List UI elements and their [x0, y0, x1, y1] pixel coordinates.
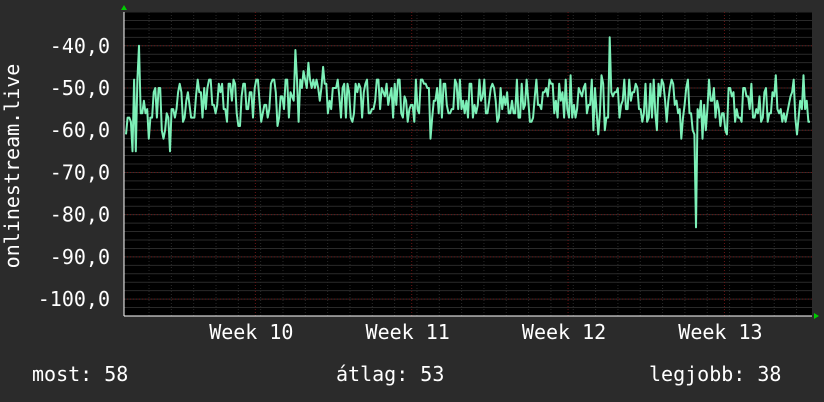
x-axis-arrow-icon	[814, 313, 819, 319]
stat-average: átlag: 53	[336, 362, 445, 386]
y-tick-label: -100,0	[38, 287, 110, 311]
series-line	[125, 36, 810, 229]
x-tick-label: Week 10	[209, 320, 293, 344]
axes	[121, 5, 819, 319]
y-tick-label: -70,0	[50, 160, 110, 184]
y-tick-label: -50,0	[50, 76, 110, 100]
y-tick-label: -80,0	[50, 203, 110, 227]
y-tick-label: -40,0	[50, 34, 110, 58]
y-axis-label: onlinestream.live	[0, 64, 24, 269]
major-grid	[124, 12, 812, 316]
y-tick-label: -90,0	[50, 245, 110, 269]
y-axis-arrow-icon	[121, 5, 127, 10]
y-tick-label: -60,0	[50, 118, 110, 142]
x-tick-label: Week 12	[522, 320, 606, 344]
stat-now: most: 58	[32, 362, 129, 386]
stat-best: legjobb: 38	[649, 362, 782, 386]
x-tick-label: Week 13	[678, 320, 762, 344]
y-tick-labels: -40,0 -50,0 -60,0 -70,0 -80,0 -90,0 -100,0	[38, 34, 110, 311]
x-tick-label: Week 11	[366, 320, 450, 344]
x-tick-labels: Week 10 Week 11 Week 12 Week 13	[209, 320, 762, 344]
